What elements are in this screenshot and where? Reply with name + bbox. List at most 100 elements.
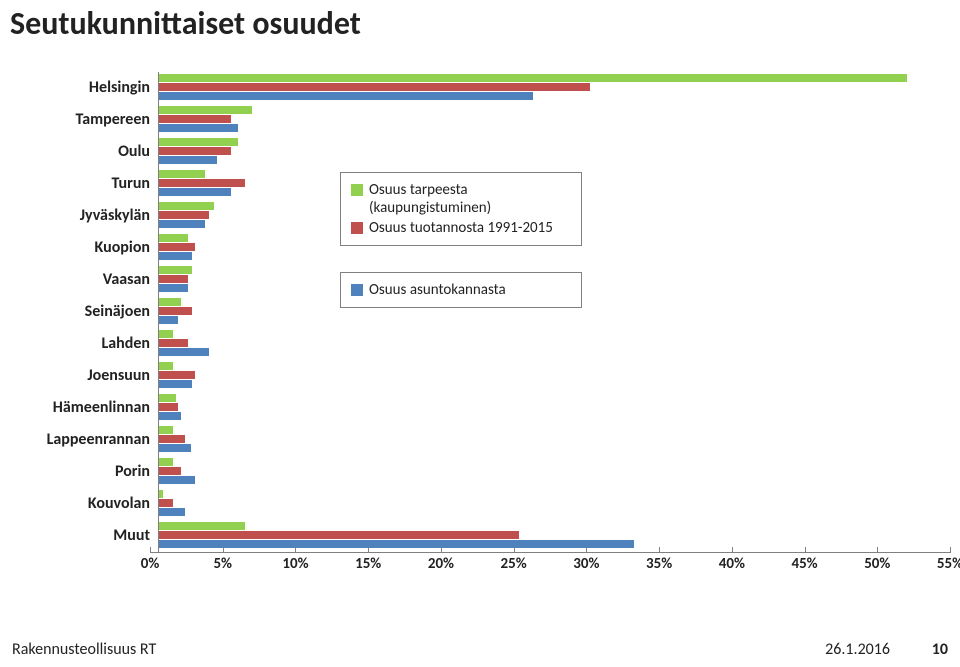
legend-item: Osuus tuotannosta 1991-2015 — [351, 219, 571, 237]
bar-blue — [159, 188, 231, 196]
chart-row: Joensuun — [10, 360, 950, 392]
legend-label: Osuus asuntokannasta — [369, 281, 506, 299]
x-tick-label: 20% — [428, 555, 454, 573]
x-tick-label: 0% — [141, 555, 160, 573]
bar-red — [159, 115, 231, 123]
x-tick — [514, 547, 515, 553]
chart-row: Kouvolan — [10, 488, 950, 520]
bar-blue — [159, 156, 217, 164]
category-label: Lappeenrannan — [10, 424, 158, 456]
legend-item: Osuus asuntokannasta — [351, 281, 571, 299]
bar-red — [159, 467, 181, 475]
bars-cell — [158, 328, 950, 360]
x-tick — [659, 547, 660, 553]
slide: Seutukunnittaiset osuudet HelsinginTampe… — [0, 0, 960, 667]
chart-row: Porin — [10, 456, 950, 488]
chart-row: Lappeenrannan — [10, 424, 950, 456]
x-tick — [441, 547, 442, 553]
legend-box: Osuus tarpeesta (kaupungistuminen) Osuus … — [340, 172, 582, 246]
x-tick-label: 45% — [791, 555, 817, 573]
legend-box: Osuus asuntokannasta — [340, 272, 582, 308]
bar-green — [159, 74, 907, 82]
bar-green — [159, 426, 173, 434]
bar-red — [159, 339, 188, 347]
bars-cell — [158, 392, 950, 424]
bar-green — [159, 522, 245, 530]
footer-org: Rakennusteollisuus RT — [12, 640, 156, 659]
bar-blue — [159, 380, 192, 388]
x-tick — [732, 547, 733, 553]
bar-blue — [159, 508, 185, 516]
bar-red — [159, 147, 231, 155]
chart-row: Lahden — [10, 328, 950, 360]
bar-green — [159, 266, 192, 274]
legend-label: Osuus tarpeesta (kaupungistuminen) — [369, 181, 571, 217]
bar-green — [159, 138, 238, 146]
chart-row: Muut — [10, 520, 950, 552]
bar-blue — [159, 124, 238, 132]
bar-red — [159, 403, 178, 411]
bars-cell — [158, 520, 950, 552]
bar-green — [159, 362, 173, 370]
x-tick-label: 40% — [719, 555, 745, 573]
x-tick — [223, 547, 224, 553]
x-tick-label: 50% — [864, 555, 890, 573]
bar-blue — [159, 220, 205, 228]
bar-red — [159, 211, 209, 219]
chart-row: Hämeenlinnan — [10, 392, 950, 424]
category-label: Tampereen — [10, 104, 158, 136]
legend-swatch — [351, 222, 363, 234]
bar-green — [159, 106, 252, 114]
x-tick — [586, 547, 587, 553]
category-label: Muut — [10, 520, 158, 552]
legend-item: Osuus tarpeesta (kaupungistuminen) — [351, 181, 571, 217]
x-tick-label: 35% — [646, 555, 672, 573]
x-tick — [295, 547, 296, 553]
x-tick — [150, 547, 151, 553]
bar-blue — [159, 444, 191, 452]
footer-page: 10 — [932, 640, 948, 659]
category-label: Kuopion — [10, 232, 158, 264]
chart-area: HelsinginTampereenOuluTurunJyväskylänKuo… — [10, 72, 950, 602]
bar-red — [159, 275, 188, 283]
legend-swatch — [351, 284, 363, 296]
bar-blue — [159, 476, 195, 484]
category-label: Turun — [10, 168, 158, 200]
x-axis: 0%5%10%15%20%25%30%35%40%45%50%55% — [10, 552, 950, 580]
bars-cell — [158, 72, 950, 104]
bars-cell — [158, 104, 950, 136]
x-axis-cell: 0%5%10%15%20%25%30%35%40%45%50%55% — [150, 552, 950, 580]
x-tick-label: 15% — [355, 555, 381, 573]
category-label: Lahden — [10, 328, 158, 360]
bar-blue — [159, 348, 209, 356]
footer-date: 26.1.2016 — [825, 640, 890, 659]
chart-row: Oulu — [10, 136, 950, 168]
bar-red — [159, 83, 590, 91]
bar-red — [159, 499, 173, 507]
chart-row: Tampereen — [10, 104, 950, 136]
bar-green — [159, 234, 188, 242]
bar-green — [159, 202, 214, 210]
bar-red — [159, 435, 185, 443]
category-label: Seinäjoen — [10, 296, 158, 328]
legend-swatch — [351, 184, 363, 196]
x-tick — [805, 547, 806, 553]
category-label: Kouvolan — [10, 488, 158, 520]
category-label: Vaasan — [10, 264, 158, 296]
bars-cell — [158, 360, 950, 392]
bars-cell — [158, 456, 950, 488]
bar-red — [159, 531, 519, 539]
x-tick-label: 10% — [282, 555, 308, 573]
category-label: Hämeenlinnan — [10, 392, 158, 424]
bar-blue — [159, 316, 178, 324]
bars-cell — [158, 424, 950, 456]
slide-title: Seutukunnittaiset osuudet — [10, 4, 361, 43]
bar-blue — [159, 540, 634, 548]
chart-row: Helsingin — [10, 72, 950, 104]
bar-red — [159, 179, 245, 187]
bars-cell — [158, 136, 950, 168]
bar-green — [159, 394, 176, 402]
bar-blue — [159, 412, 181, 420]
category-label: Jyväskylän — [10, 200, 158, 232]
x-tick-label: 55% — [937, 555, 960, 573]
